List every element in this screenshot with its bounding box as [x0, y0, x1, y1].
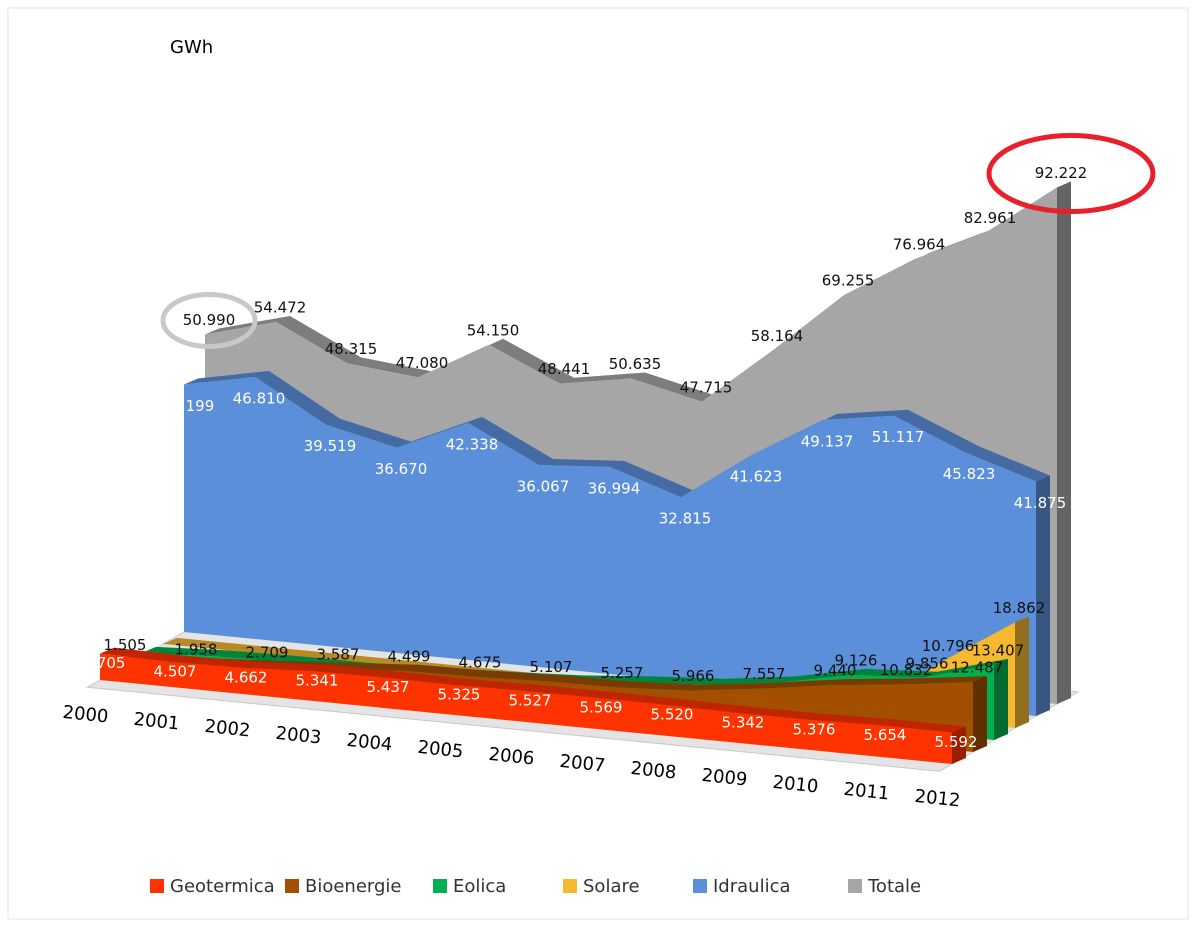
- data-label: 44.199: [162, 397, 215, 415]
- area-side: [994, 658, 1008, 740]
- legend-label: Geotermica: [170, 876, 275, 897]
- data-label: 5.520: [651, 706, 694, 724]
- data-label: 4.705: [83, 654, 126, 672]
- x-tick-label: 2004: [346, 730, 394, 756]
- data-label: 12.487: [951, 659, 1004, 677]
- data-label: 2.709: [246, 643, 289, 661]
- x-tick-label: 2008: [630, 758, 678, 784]
- x-tick-label: 2001: [133, 709, 181, 735]
- x-tick-label: 2005: [417, 737, 465, 763]
- data-label: 47.715: [680, 378, 733, 396]
- x-tick-label: 2002: [204, 716, 252, 742]
- x-tick-label: 2012: [914, 786, 962, 812]
- data-label: 5.342: [722, 714, 765, 732]
- data-label: 5.966: [672, 667, 715, 685]
- data-label: 51.117: [872, 428, 925, 446]
- legend-label: Totale: [867, 876, 921, 897]
- data-label: 4.507: [154, 662, 197, 680]
- legend-swatch: [285, 879, 299, 893]
- data-label: 4.662: [225, 668, 268, 686]
- data-label: 5.592: [935, 733, 978, 751]
- area-top: [121, 653, 987, 691]
- legend-swatch: [563, 879, 577, 893]
- data-label: 41.623: [730, 467, 783, 485]
- legend-label: Bioenergie: [305, 876, 402, 897]
- unit-label: GWh: [170, 37, 213, 58]
- data-label: 7.557: [743, 665, 786, 683]
- data-label: 69.255: [822, 272, 875, 290]
- legend-swatch: [150, 879, 164, 893]
- data-label: 9.126: [835, 651, 878, 669]
- area-top: [100, 647, 966, 733]
- data-label: 48.441: [538, 360, 591, 378]
- highlight-circle: [986, 133, 1156, 215]
- data-label: 32.815: [659, 510, 712, 528]
- data-label: 5.257: [601, 664, 644, 682]
- data-label: 39.519: [304, 437, 357, 455]
- x-tick-label: 2010: [772, 772, 820, 798]
- data-label: 5.107: [530, 658, 573, 676]
- highlight-circle: [160, 291, 258, 349]
- data-label: 5.437: [367, 678, 410, 696]
- x-tick-label: 2006: [488, 744, 536, 770]
- data-label: 46.810: [233, 389, 286, 407]
- x-tick-label: 2009: [701, 765, 749, 791]
- area-side: [1057, 181, 1071, 705]
- data-label: 82.961: [964, 209, 1017, 227]
- data-label: 47.080: [396, 354, 449, 372]
- data-label: 10.796: [922, 637, 975, 655]
- legend-label: Eolica: [453, 876, 506, 897]
- data-label: 36.670: [375, 460, 428, 478]
- data-label: 50.990: [183, 311, 236, 329]
- data-label: 48.315: [325, 340, 378, 358]
- data-label: 1.505: [104, 636, 147, 654]
- data-label: 36.994: [588, 479, 641, 497]
- data-label: 18.862: [993, 599, 1046, 617]
- legend-swatch: [433, 879, 447, 893]
- area-side: [973, 676, 987, 752]
- area: [100, 653, 952, 764]
- data-label: 50.635: [609, 355, 662, 373]
- data-label: 5.325: [438, 686, 481, 704]
- data-label: 58.164: [751, 327, 804, 345]
- data-label: 5.654: [864, 726, 907, 744]
- data-label: 49.137: [801, 432, 854, 450]
- data-label: 76.964: [893, 236, 946, 254]
- data-label: 4.499: [388, 647, 431, 665]
- data-label: 9.440: [814, 662, 857, 680]
- data-label: 10.832: [880, 661, 933, 679]
- legend-swatch: [693, 879, 707, 893]
- data-label: 13.407: [972, 641, 1025, 659]
- data-label: 5.376: [793, 720, 836, 738]
- area: [184, 376, 1036, 716]
- data-label: 4.675: [459, 653, 502, 671]
- legend-label: Idraulica: [713, 876, 791, 897]
- data-label: 45.823: [943, 465, 996, 483]
- data-label: 9.856: [906, 654, 949, 672]
- data-label: 41.875: [1014, 494, 1067, 512]
- area-side: [952, 726, 966, 764]
- x-tick-label: 2011: [843, 779, 891, 805]
- x-tick-label: 2000: [62, 702, 110, 728]
- legend-swatch: [848, 879, 862, 893]
- area-top: [184, 370, 1050, 498]
- legend-label: Solare: [583, 876, 640, 897]
- data-label: 1.958: [175, 641, 218, 659]
- area-side: [1015, 616, 1029, 728]
- data-label: 54.150: [467, 321, 520, 339]
- x-tick-label: 2003: [275, 723, 323, 749]
- data-label: 3.587: [317, 645, 360, 663]
- data-label: 54.472: [254, 298, 307, 316]
- data-label: 36.067: [517, 478, 570, 496]
- data-label: 42.338: [446, 435, 499, 453]
- x-tick-label: 2007: [559, 751, 607, 777]
- area-side: [1036, 475, 1050, 716]
- data-label: 92.222: [1035, 164, 1088, 182]
- data-label: 5.569: [580, 698, 623, 716]
- data-label: 5.341: [296, 672, 339, 690]
- data-label: 5.527: [509, 692, 552, 710]
